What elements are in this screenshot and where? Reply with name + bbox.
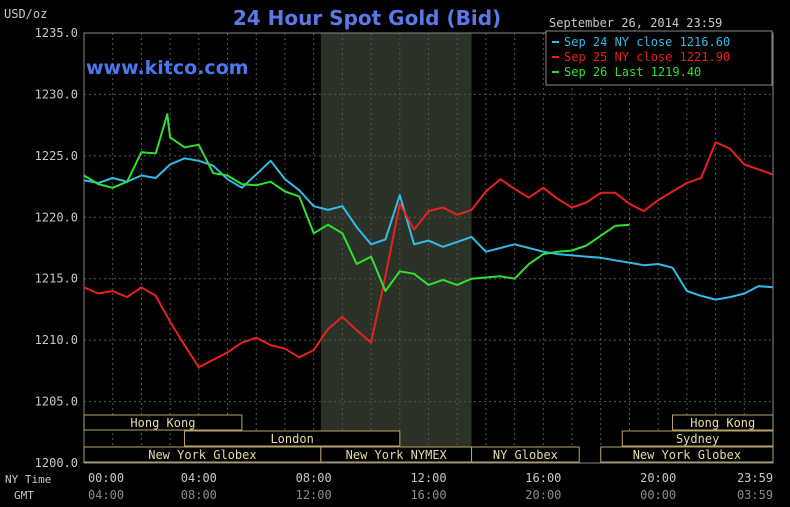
- x-tick-label-ny: 04:00: [181, 471, 217, 485]
- legend-box: [545, 30, 773, 86]
- y-tick-label: 1235.0: [35, 26, 78, 40]
- plot-border: [83, 32, 774, 464]
- nymex-shaded-band: [320, 33, 472, 463]
- session-hong-kong-label: Hong Kong: [130, 416, 195, 430]
- y-tick-label: 1220.0: [35, 210, 78, 224]
- date-label: September 26, 2014 23:59: [549, 16, 722, 30]
- y-tick-label: 1230.0: [35, 87, 78, 101]
- session-hong-kong-label: Hong Kong: [690, 416, 755, 430]
- y-tick-label: 1215.0: [35, 272, 78, 286]
- chart-title: 24 Hour Spot Gold (Bid): [233, 6, 501, 30]
- unit-label: USD/oz: [4, 7, 47, 21]
- session-new-york-globex-label: New York Globex: [633, 448, 741, 462]
- series-line-2: [83, 141, 773, 369]
- y-tick-label: 1205.0: [35, 395, 78, 409]
- y-tick-label: 1200.0: [35, 456, 78, 470]
- session-new-york-globex-label: New York Globex: [148, 448, 256, 462]
- session-ny-globex-bar: [471, 446, 580, 463]
- y-tick-label: 1225.0: [35, 149, 78, 163]
- session-sydney-bar: [621, 430, 774, 447]
- session-new-york-globex-bar: [600, 446, 774, 463]
- session-hong-kong-bar: [83, 414, 243, 431]
- legend-entry: Sep 25 NY close 1221.90: [564, 50, 730, 64]
- session-london-label: London: [270, 432, 313, 446]
- x-tick-label-ny: 12:00: [410, 471, 446, 485]
- x-tick-label-ny: 00:00: [88, 471, 124, 485]
- x-tick-label-ny: 23:59: [737, 471, 773, 485]
- x-tick-label-gmt: 03:59: [737, 488, 773, 502]
- x-tick-label-ny: 16:00: [525, 471, 561, 485]
- x-tick-label-gmt: 20:00: [525, 488, 561, 502]
- x-tick-label-gmt: 16:00: [410, 488, 446, 502]
- session-new-york-nymex-label: New York NYMEX: [346, 448, 448, 462]
- session-sydney-label: Sydney: [676, 432, 719, 446]
- x-tick-label-gmt: 08:00: [181, 488, 217, 502]
- x-tick-label-gmt: 00:00: [640, 488, 676, 502]
- session-london-bar: [183, 430, 401, 447]
- x-tick-label-gmt: 12:00: [296, 488, 332, 502]
- session-ny-globex-label: NY Globex: [493, 448, 558, 462]
- legend-entry: Sep 26 Last 1219.40: [564, 65, 701, 79]
- ny-time-row-label: NY Time: [5, 473, 51, 486]
- watermark: www.kitco.com: [86, 57, 249, 79]
- x-tick-label-ny: 08:00: [296, 471, 332, 485]
- gmt-row-label: GMT: [14, 489, 34, 502]
- session-hong-kong-bar: [672, 414, 774, 431]
- series-line-1: [83, 157, 773, 301]
- x-tick-label-ny: 20:00: [640, 471, 676, 485]
- x-tick-label-gmt: 04:00: [88, 488, 124, 502]
- legend-entry: Sep 24 NY close 1216.60: [564, 35, 730, 49]
- y-tick-label: 1210.0: [35, 333, 78, 347]
- series-line-3: [83, 113, 630, 292]
